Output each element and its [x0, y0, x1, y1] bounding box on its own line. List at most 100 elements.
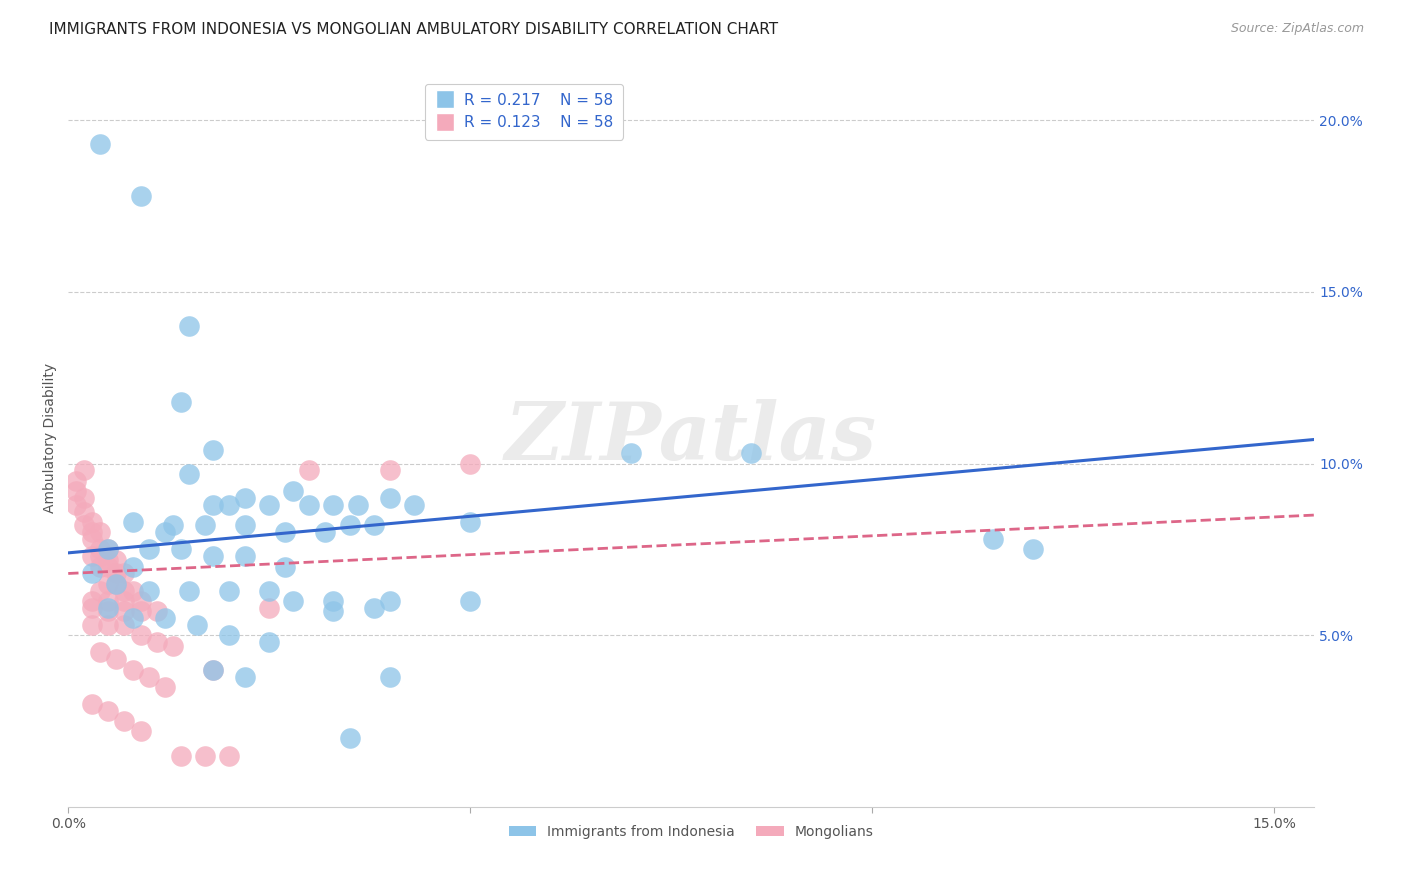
Point — [153, 525, 176, 540]
Point — [97, 542, 120, 557]
Point — [114, 594, 136, 608]
Point — [121, 583, 143, 598]
Point — [121, 559, 143, 574]
Point — [170, 394, 193, 409]
Point — [129, 188, 152, 202]
Point — [97, 604, 120, 618]
Point — [620, 446, 643, 460]
Point — [97, 542, 120, 557]
Point — [114, 566, 136, 581]
Point — [89, 137, 111, 152]
Point — [378, 463, 401, 477]
Point — [82, 515, 104, 529]
Point — [153, 680, 176, 694]
Point — [162, 639, 184, 653]
Point — [233, 549, 256, 564]
Point — [257, 600, 280, 615]
Point — [65, 483, 87, 498]
Point — [283, 594, 305, 608]
Point — [177, 319, 200, 334]
Point — [233, 669, 256, 683]
Point — [201, 442, 224, 457]
Point — [82, 566, 104, 581]
Point — [97, 559, 120, 574]
Point — [73, 505, 96, 519]
Point — [153, 611, 176, 625]
Point — [339, 518, 361, 533]
Point — [194, 748, 217, 763]
Point — [114, 604, 136, 618]
Point — [145, 604, 167, 618]
Point — [162, 518, 184, 533]
Point — [201, 663, 224, 677]
Point — [105, 566, 128, 581]
Point — [105, 652, 128, 666]
Point — [105, 576, 128, 591]
Point — [322, 594, 344, 608]
Point — [73, 491, 96, 505]
Point — [129, 604, 152, 618]
Point — [1022, 542, 1045, 557]
Point — [283, 483, 305, 498]
Point — [73, 463, 96, 477]
Point — [170, 748, 193, 763]
Point — [177, 583, 200, 598]
Point — [233, 518, 256, 533]
Point — [138, 542, 160, 557]
Point — [740, 446, 762, 460]
Point — [177, 467, 200, 481]
Point — [145, 635, 167, 649]
Point — [298, 498, 321, 512]
Point — [363, 600, 385, 615]
Text: Source: ZipAtlas.com: Source: ZipAtlas.com — [1230, 22, 1364, 36]
Point — [257, 498, 280, 512]
Point — [89, 549, 111, 564]
Point — [201, 498, 224, 512]
Point — [194, 518, 217, 533]
Point — [89, 525, 111, 540]
Point — [274, 525, 297, 540]
Point — [981, 532, 1004, 546]
Y-axis label: Ambulatory Disability: Ambulatory Disability — [44, 363, 58, 513]
Point — [82, 600, 104, 615]
Point — [170, 542, 193, 557]
Text: IMMIGRANTS FROM INDONESIA VS MONGOLIAN AMBULATORY DISABILITY CORRELATION CHART: IMMIGRANTS FROM INDONESIA VS MONGOLIAN A… — [49, 22, 779, 37]
Point — [218, 583, 240, 598]
Point — [257, 635, 280, 649]
Point — [402, 498, 425, 512]
Point — [121, 611, 143, 625]
Point — [105, 553, 128, 567]
Point — [82, 697, 104, 711]
Point — [138, 583, 160, 598]
Point — [458, 594, 481, 608]
Point — [363, 518, 385, 533]
Point — [73, 518, 96, 533]
Point — [114, 583, 136, 598]
Point — [114, 714, 136, 728]
Point — [129, 594, 152, 608]
Point — [322, 604, 344, 618]
Point — [114, 618, 136, 632]
Point — [89, 559, 111, 574]
Point — [97, 704, 120, 718]
Point — [82, 532, 104, 546]
Point — [89, 542, 111, 557]
Point — [322, 498, 344, 512]
Point — [274, 559, 297, 574]
Point — [186, 618, 208, 632]
Point — [82, 594, 104, 608]
Point — [121, 515, 143, 529]
Point — [138, 669, 160, 683]
Point — [378, 491, 401, 505]
Point — [233, 491, 256, 505]
Point — [201, 663, 224, 677]
Point — [218, 498, 240, 512]
Point — [97, 576, 120, 591]
Point — [121, 663, 143, 677]
Point — [65, 474, 87, 488]
Point — [298, 463, 321, 477]
Legend: Immigrants from Indonesia, Mongolians: Immigrants from Indonesia, Mongolians — [503, 820, 879, 845]
Point — [346, 498, 368, 512]
Point — [97, 600, 120, 615]
Point — [218, 628, 240, 642]
